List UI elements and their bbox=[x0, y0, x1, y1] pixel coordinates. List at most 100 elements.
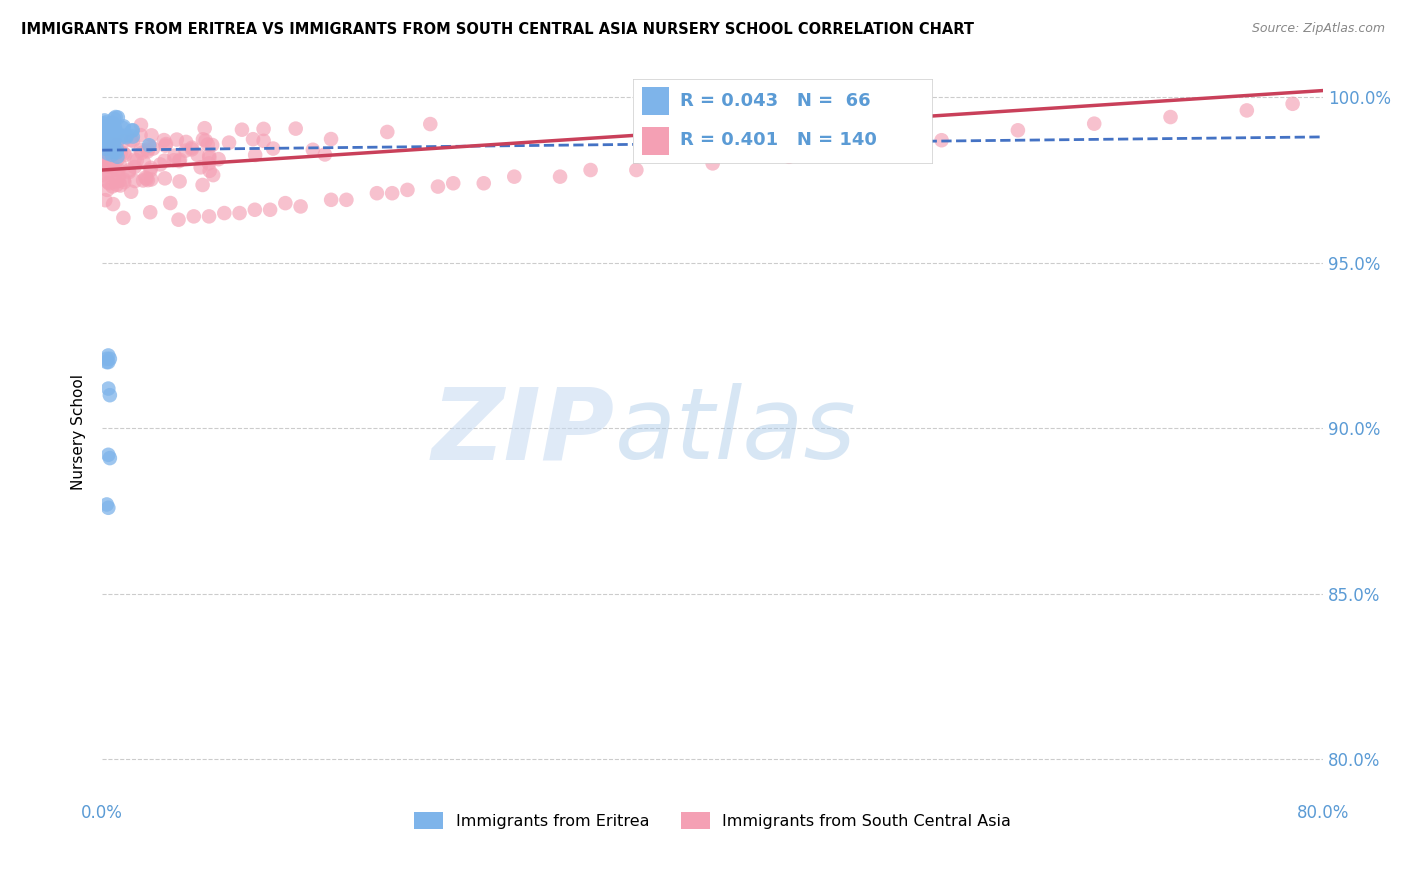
Point bbox=[98, 166, 121, 180]
Point bbox=[252, 121, 274, 136]
Point bbox=[110, 146, 132, 161]
Point bbox=[104, 110, 127, 124]
Point bbox=[93, 123, 115, 137]
Point bbox=[97, 448, 120, 462]
Point bbox=[112, 120, 135, 134]
Point bbox=[124, 174, 146, 188]
Point bbox=[97, 128, 120, 143]
Point bbox=[97, 175, 120, 189]
Point bbox=[101, 179, 124, 194]
Text: Source: ZipAtlas.com: Source: ZipAtlas.com bbox=[1251, 22, 1385, 36]
Point bbox=[94, 123, 117, 137]
Point bbox=[218, 136, 240, 150]
Point bbox=[125, 153, 148, 168]
Point bbox=[101, 127, 124, 141]
Point bbox=[153, 153, 176, 168]
Point bbox=[579, 163, 602, 178]
Point bbox=[105, 163, 128, 178]
Point bbox=[335, 193, 357, 207]
Point bbox=[96, 183, 118, 197]
Point bbox=[98, 126, 121, 140]
Point bbox=[97, 154, 120, 169]
Point bbox=[98, 351, 121, 366]
Point bbox=[139, 161, 162, 175]
Point bbox=[153, 133, 176, 147]
Point bbox=[314, 147, 336, 161]
Point bbox=[107, 150, 129, 164]
Point bbox=[94, 166, 117, 180]
Text: ZIP: ZIP bbox=[432, 384, 614, 480]
Point bbox=[366, 186, 388, 201]
Point bbox=[97, 348, 120, 362]
Point bbox=[131, 145, 153, 160]
Point bbox=[105, 137, 128, 152]
Point bbox=[198, 210, 221, 224]
Point bbox=[101, 161, 124, 175]
Point bbox=[262, 142, 284, 156]
Point bbox=[100, 132, 122, 146]
Point bbox=[97, 125, 120, 139]
Point bbox=[190, 161, 212, 175]
Point bbox=[121, 123, 143, 137]
Point bbox=[98, 177, 121, 191]
Point bbox=[129, 143, 152, 157]
Point bbox=[120, 185, 142, 199]
Text: IMMIGRANTS FROM ERITREA VS IMMIGRANTS FROM SOUTH CENTRAL ASIA NURSERY SCHOOL COR: IMMIGRANTS FROM ERITREA VS IMMIGRANTS FR… bbox=[21, 22, 974, 37]
Point bbox=[472, 176, 495, 190]
Point bbox=[163, 153, 186, 168]
Point bbox=[97, 159, 120, 173]
Point bbox=[93, 113, 115, 128]
Point bbox=[302, 143, 325, 157]
Point bbox=[107, 126, 129, 140]
Point bbox=[187, 148, 209, 162]
Point bbox=[93, 117, 115, 131]
Point bbox=[107, 162, 129, 177]
Point bbox=[93, 130, 115, 145]
Point bbox=[105, 175, 128, 189]
Point bbox=[101, 149, 124, 163]
Point bbox=[115, 130, 138, 145]
Point bbox=[183, 210, 205, 224]
Point bbox=[112, 134, 135, 148]
Point bbox=[118, 165, 141, 179]
Point bbox=[191, 132, 214, 146]
Point bbox=[97, 382, 120, 396]
Point bbox=[290, 199, 312, 213]
Point bbox=[243, 148, 266, 162]
Point bbox=[94, 152, 117, 166]
Point bbox=[155, 137, 177, 152]
Point bbox=[93, 120, 115, 135]
Point bbox=[101, 116, 124, 130]
Point bbox=[108, 174, 131, 188]
Point bbox=[141, 128, 163, 143]
Point bbox=[103, 134, 125, 148]
Point bbox=[104, 132, 127, 146]
Point bbox=[201, 138, 224, 153]
Point bbox=[97, 160, 120, 174]
Point bbox=[93, 137, 115, 152]
Point bbox=[101, 132, 124, 146]
Point bbox=[98, 132, 121, 146]
Point bbox=[135, 171, 157, 186]
Point bbox=[284, 121, 307, 136]
Point bbox=[94, 159, 117, 173]
Point bbox=[198, 149, 221, 163]
Point bbox=[94, 193, 117, 207]
Point bbox=[1160, 110, 1182, 124]
Point bbox=[122, 134, 145, 148]
Point bbox=[503, 169, 526, 184]
Point bbox=[129, 118, 152, 132]
Point bbox=[94, 121, 117, 136]
Point bbox=[107, 169, 129, 183]
Point bbox=[93, 130, 115, 145]
Point bbox=[441, 176, 464, 190]
Point bbox=[94, 169, 117, 183]
Point bbox=[103, 137, 125, 152]
Point bbox=[115, 128, 138, 143]
Point bbox=[853, 140, 876, 154]
Point bbox=[107, 111, 129, 125]
Point bbox=[105, 145, 128, 160]
Point bbox=[100, 155, 122, 169]
Point bbox=[94, 147, 117, 161]
Point bbox=[139, 139, 162, 153]
